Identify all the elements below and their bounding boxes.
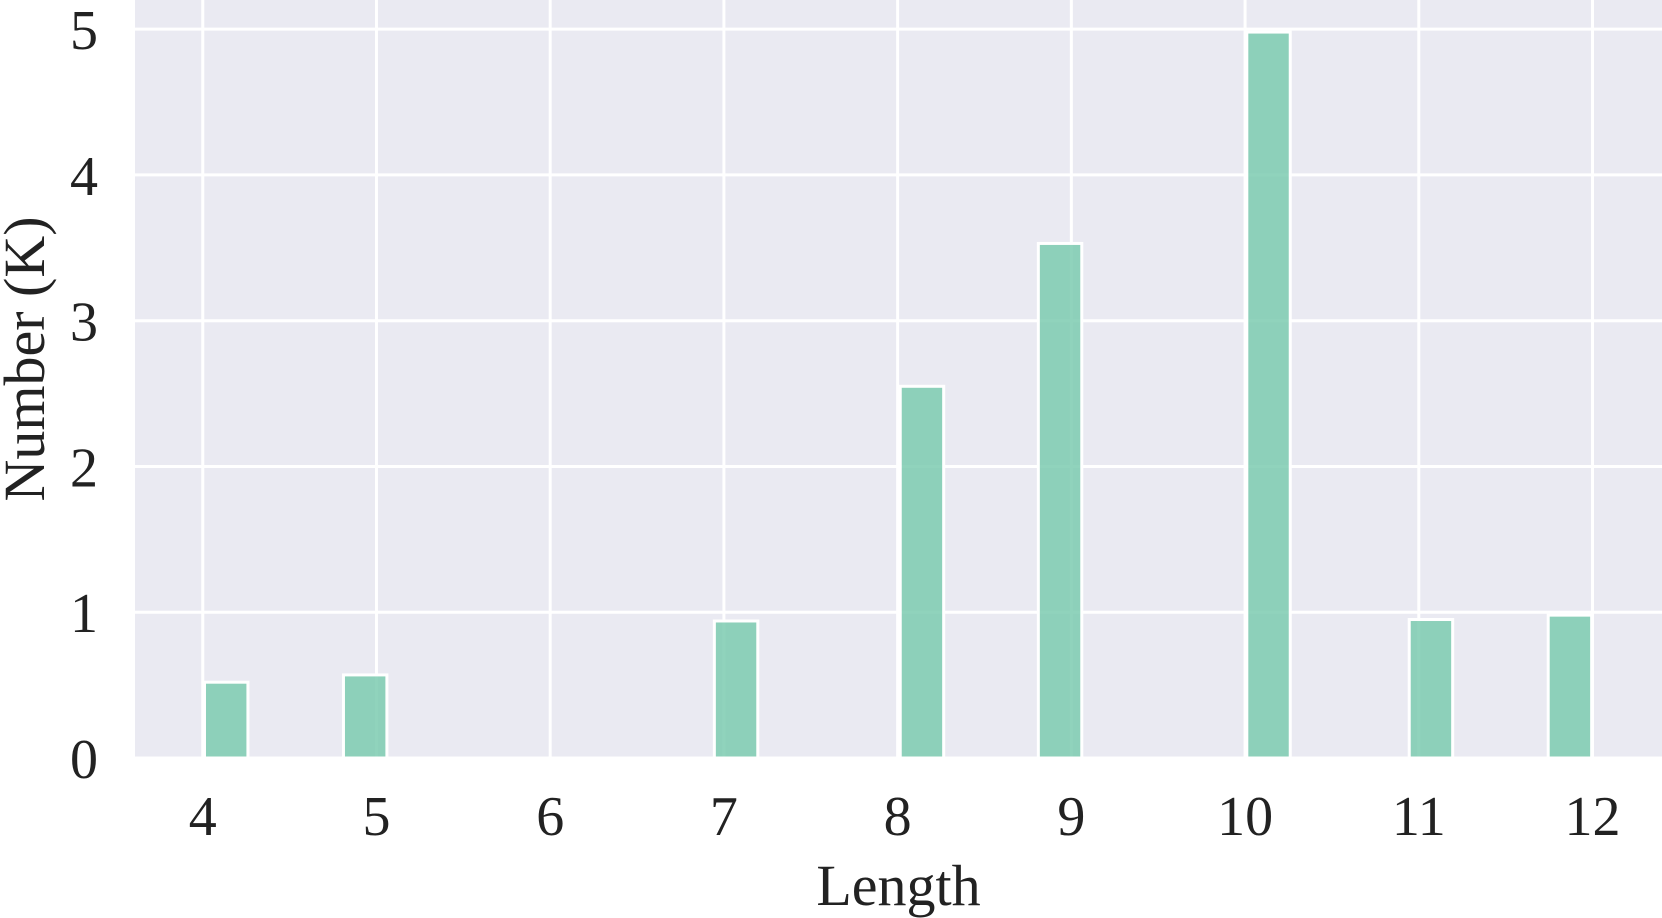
y-gridlines (135, 27, 1662, 760)
x-tick-label: 11 (1392, 786, 1446, 848)
y-tick-label: 2 (70, 437, 98, 499)
bar (202, 680, 250, 760)
x-tick-label: 10 (1217, 786, 1273, 848)
x-tick-label: 7 (710, 786, 738, 848)
bar (1036, 241, 1084, 760)
bar (898, 384, 946, 760)
y-tick-label: 0 (70, 729, 98, 791)
bar (1407, 618, 1455, 760)
x-tick-label: 9 (1057, 786, 1085, 848)
x-tick-label: 12 (1565, 786, 1621, 848)
x-axis-label: Length (816, 853, 980, 918)
y-tick-label: 4 (70, 146, 98, 208)
y-tick-label: 3 (70, 292, 98, 354)
bar (1245, 30, 1292, 760)
x-tick-label: 8 (884, 786, 912, 848)
bar (1546, 613, 1594, 760)
x-tick-label: 5 (362, 786, 390, 848)
bars (202, 30, 1594, 760)
x-tick-labels: 4 5 6 7 8 9 10 11 12 (189, 786, 1621, 848)
bar (341, 673, 389, 760)
bar (712, 619, 760, 760)
y-axis-label: Number (K) (0, 216, 57, 501)
y-tick-labels: 0 1 2 3 4 5 (70, 0, 98, 791)
y-tick-label: 1 (70, 583, 98, 645)
y-tick-label: 5 (70, 0, 98, 62)
x-tick-label: 4 (189, 786, 217, 848)
x-tick-label: 6 (536, 786, 564, 848)
